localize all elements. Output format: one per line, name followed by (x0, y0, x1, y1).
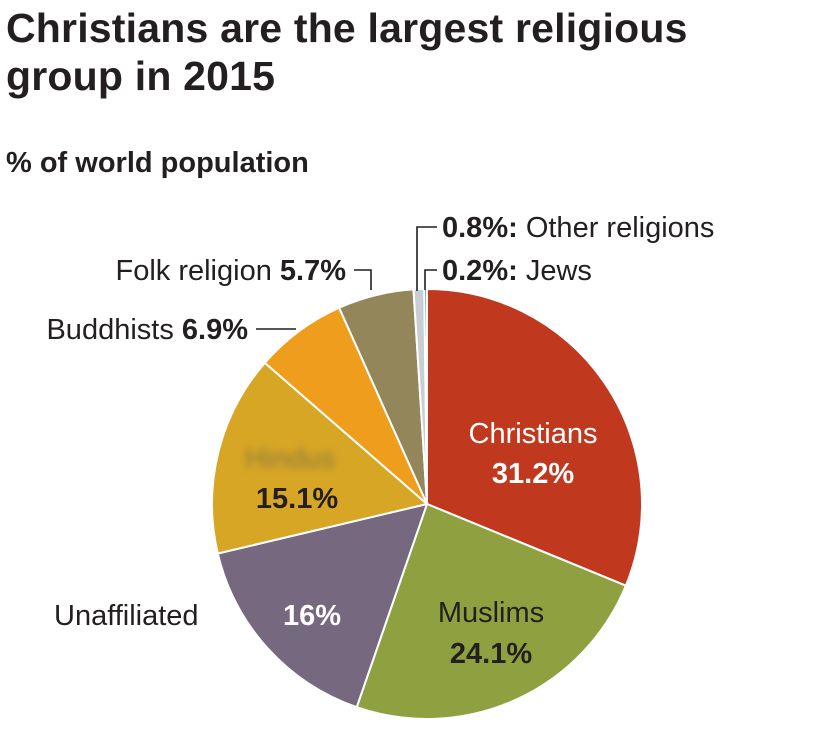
label-folk-religion: Folk religion 5.7% (115, 255, 346, 287)
chart-subtitle: % of world population (6, 147, 309, 179)
value-christians: 31.2% (492, 458, 574, 490)
slice-christians (426, 287, 643, 587)
slice-muslims (355, 502, 628, 720)
label-unaffiliated: Unaffiliated (54, 600, 199, 632)
label-christians: Christians (469, 418, 598, 450)
label-muslims: Muslims (438, 597, 544, 629)
leader-other-religions (416, 226, 437, 291)
value-muslims: 24.1% (450, 638, 532, 670)
label-jews: 0.2%: Jews (442, 255, 592, 287)
value-hindus: 15.1% (256, 483, 338, 515)
leader-jews (424, 269, 437, 290)
slice-unaffiliated (216, 502, 429, 709)
leader-folk-religion (354, 269, 372, 290)
slice-labels: Christians 31.2% Muslims 24.1% Unaffiliated 1… (46, 212, 714, 670)
label-other-religions: 0.8%: Other religions (442, 212, 714, 244)
value-unaffiliated: 16% (283, 600, 341, 632)
chart-title: Christians are the largest religious gro… (6, 5, 688, 99)
label-buddhists: Buddhists 6.9% (46, 314, 248, 346)
leader-lines (256, 226, 437, 330)
label-hindus: Hindus (245, 443, 335, 475)
pie-slices (211, 287, 643, 720)
slice-hindus (211, 361, 430, 555)
